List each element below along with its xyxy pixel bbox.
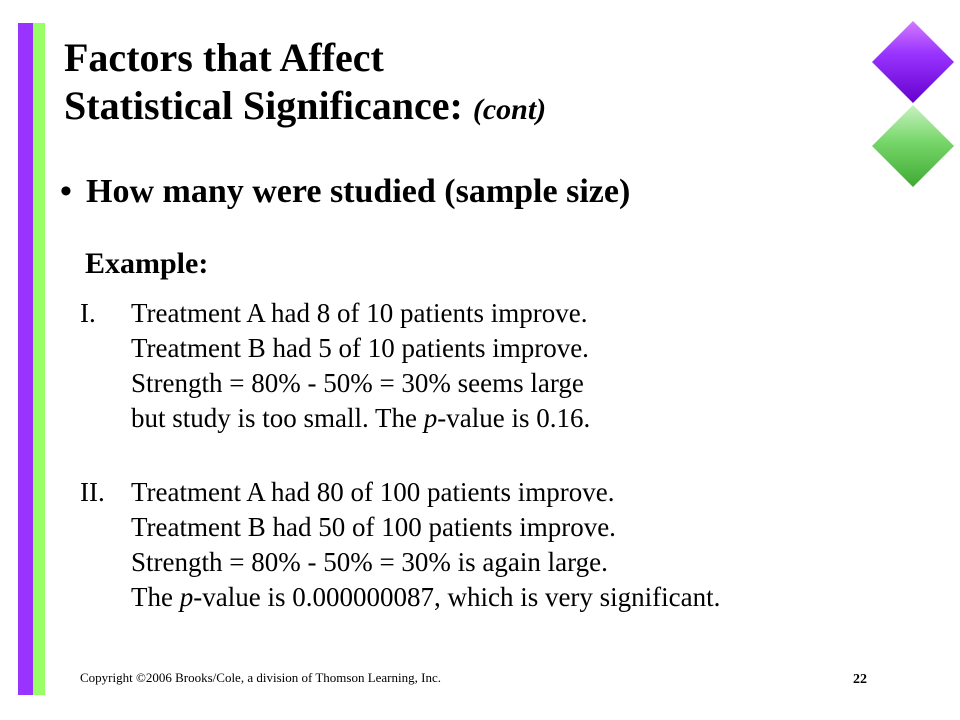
green-diamond-icon: [871, 104, 955, 188]
slide-title: Factors that Affect Statistical Signific…: [64, 34, 546, 134]
pvalue-prefix: The: [131, 582, 180, 612]
example-item-1: I. Treatment A had 8 of 10 patients impr…: [80, 296, 590, 436]
bullet-icon: •: [60, 173, 72, 210]
item-line: Treatment A had 80 of 100 patients impro…: [131, 477, 615, 507]
item-line-pvalue: The p-value is 0.000000087, which is ver…: [131, 580, 720, 615]
item-number: I.: [80, 298, 96, 328]
item-number: II.: [80, 477, 105, 507]
bullet-text: How many were studied (sample size): [86, 173, 631, 210]
pvalue-suffix: -value is 0.000000087, which is very sig…: [193, 582, 721, 612]
example-item-2: II. Treatment A had 80 of 100 patients i…: [80, 475, 720, 615]
pvalue-p: p: [423, 403, 438, 433]
title-line-2: Statistical Significance:: [64, 83, 463, 128]
item-line: Strength = 80% - 50% = 30% seems large: [131, 368, 584, 398]
item-line: Treatment A had 8 of 10 patients improve…: [131, 298, 588, 328]
item-line: Treatment B had 50 of 100 patients impro…: [131, 512, 616, 542]
left-accent-bar-purple: [18, 23, 33, 695]
pvalue-prefix: but study is too small. The: [131, 403, 424, 433]
page-number: 22: [853, 672, 867, 687]
title-line-1: Factors that Affect: [64, 35, 384, 80]
copyright-text: Copyright ©2006 Brooks/Cole, a division …: [80, 670, 441, 685]
title-suffix: (cont): [472, 93, 547, 126]
pvalue-p: p: [179, 582, 194, 612]
item-line: Strength = 80% - 50% = 30% is again larg…: [131, 547, 608, 577]
purple-diamond-icon: [871, 20, 955, 104]
left-accent-bar-green: [33, 23, 45, 695]
item-line-pvalue: but study is too small. The p-value is 0…: [131, 401, 590, 436]
bullet-point: • How many were studied (sample size): [60, 170, 630, 214]
example-label: Example:: [85, 247, 209, 280]
pvalue-suffix: -value is 0.16.: [437, 403, 591, 433]
item-line: Treatment B had 5 of 10 patients improve…: [131, 333, 589, 363]
